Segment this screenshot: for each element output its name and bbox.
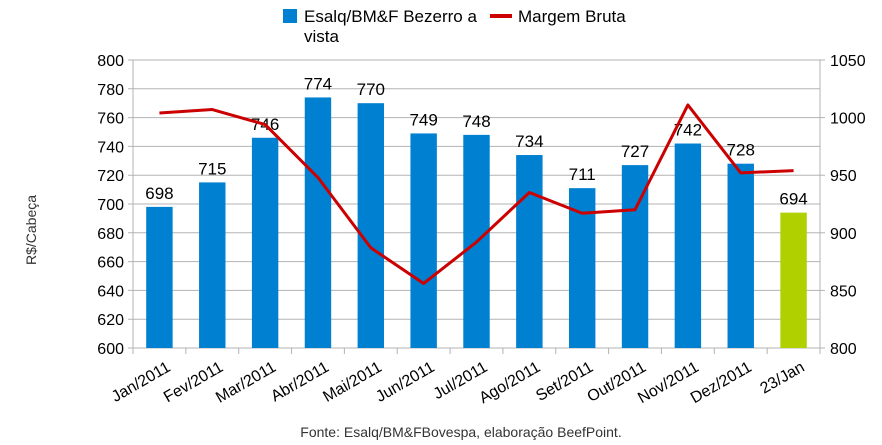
bar-data-label: 698: [145, 184, 173, 203]
left-tick-label: 660: [97, 255, 124, 272]
right-tick-label: 1050: [830, 53, 866, 70]
bar-data-label: 715: [198, 159, 226, 178]
left-tick-label: 720: [97, 168, 124, 185]
left-tick-label: 680: [97, 226, 124, 243]
bar: [357, 103, 385, 348]
bar-data-label: 734: [515, 132, 543, 151]
legend-bar-swatch: [283, 9, 297, 23]
right-tick-label: 800: [830, 341, 857, 358]
bar-data-label: 728: [727, 141, 755, 160]
x-tick-label: Jan/2011: [109, 359, 174, 406]
bar-data-label: 742: [674, 121, 702, 140]
bar: [568, 188, 596, 348]
bar: [727, 163, 754, 348]
left-tick-label: 600: [97, 341, 124, 358]
left-tick-label: 640: [97, 283, 124, 300]
left-tick-label: 780: [97, 82, 124, 99]
x-tick-label: Ago/2011: [477, 359, 544, 407]
bar-data-label: 774: [304, 74, 332, 93]
bar-data-label: 711: [569, 165, 596, 184]
left-tick-label: 760: [97, 111, 124, 128]
bar-data-label: 694: [779, 190, 807, 209]
bar: [199, 182, 226, 348]
bar: [516, 155, 543, 348]
y-axis-label: R$/Cabeça: [23, 195, 39, 265]
left-tick-label: 740: [97, 139, 124, 156]
x-tick-label: Mai/2011: [320, 359, 385, 406]
right-tick-label: 1000: [830, 111, 866, 128]
bar-data-label: 748: [462, 112, 490, 131]
left-tick-label: 620: [97, 312, 124, 329]
right-tick-label: 900: [830, 226, 857, 243]
bar: [304, 97, 332, 348]
bar: [410, 133, 437, 348]
x-tick-label: Abr/2011: [268, 359, 332, 406]
legend-bar-label: Esalq/BM&F Bezerro a: [304, 7, 477, 26]
bar: [146, 206, 173, 348]
right-tick-label: 850: [830, 283, 857, 300]
bar: [674, 143, 702, 348]
x-tick-label: Dez/2011: [688, 359, 755, 407]
x-tick-label: 23/Jan: [757, 359, 807, 398]
bar: [251, 137, 279, 348]
bar: [780, 212, 807, 348]
legend-bar-label-cont: vista: [304, 27, 340, 46]
x-tick-label: Jun/2011: [373, 359, 438, 406]
x-tick-label: Set/2011: [533, 359, 596, 405]
source-note: Fonte: Esalq/BM&FBovespa, elaboração Bee…: [300, 424, 621, 440]
legend-line-label: Margem Bruta: [518, 7, 626, 26]
bar-data-label: 770: [357, 80, 385, 99]
left-tick-label: 800: [97, 53, 124, 70]
left-tick-label: 700: [97, 197, 124, 214]
bar-data-label: 727: [621, 142, 649, 161]
x-tick-label: Mar/2011: [213, 359, 279, 407]
bar-data-label: 749: [409, 110, 437, 129]
right-tick-label: 950: [830, 168, 857, 185]
margem-bruta-line: [159, 103, 794, 285]
